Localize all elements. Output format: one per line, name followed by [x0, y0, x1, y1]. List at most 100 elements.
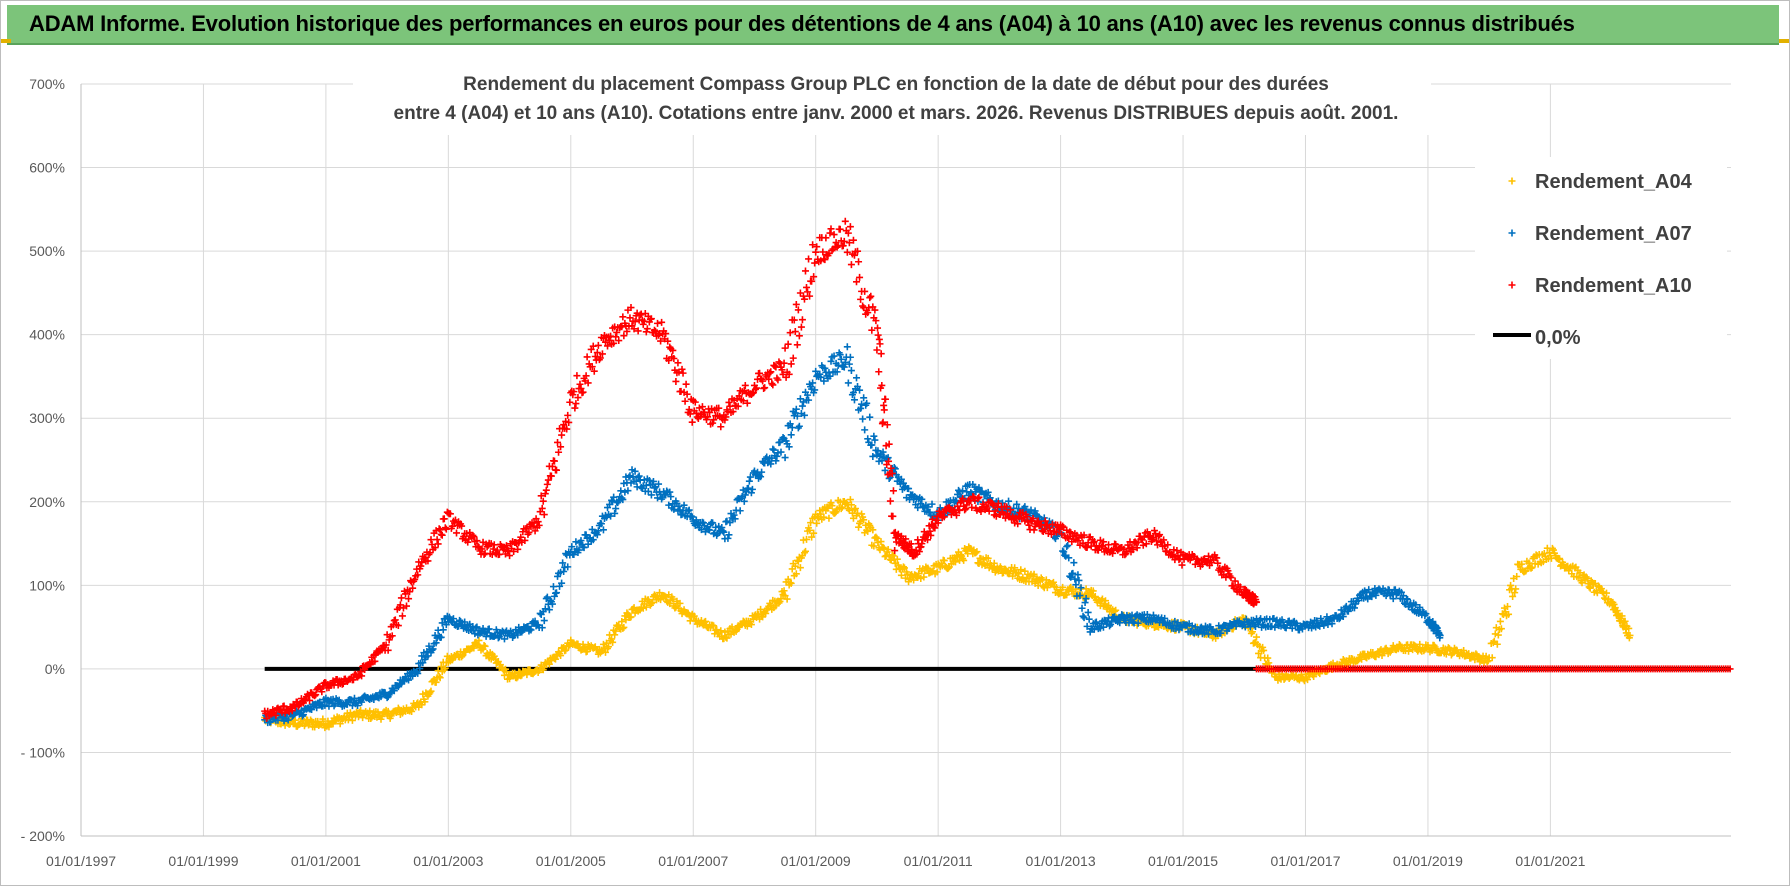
data-point	[577, 385, 585, 393]
data-point	[1512, 585, 1520, 593]
data-point	[723, 634, 731, 642]
data-point	[669, 346, 677, 354]
data-point	[881, 466, 889, 474]
data-point	[827, 357, 835, 365]
data-point	[1082, 585, 1090, 593]
legend-item-rendement_a04[interactable]: Rendement_A04	[1508, 171, 1693, 193]
legend[interactable]: Rendement_A04 Rendement_A07 Rendement_A10 0…	[1475, 157, 1727, 359]
banner-title: ADAM Informe. Evolution historique des p…	[29, 11, 1575, 36]
data-point	[861, 287, 869, 295]
data-point	[1142, 540, 1150, 548]
chart-title-line: Rendement du placement Compass Group PLC…	[463, 74, 1329, 95]
data-point	[565, 418, 573, 426]
data-point	[558, 579, 566, 587]
data-point	[809, 379, 817, 387]
data-point	[382, 641, 390, 649]
data-point	[434, 667, 442, 675]
legend-box	[1475, 157, 1727, 359]
data-point	[1191, 623, 1199, 631]
data-point	[349, 676, 357, 684]
data-point	[394, 622, 402, 630]
data-point	[680, 501, 688, 509]
data-point	[830, 352, 838, 360]
data-point	[521, 536, 529, 544]
legend-item-rendement_a07[interactable]: Rendement_A07	[1508, 223, 1692, 245]
data-point	[429, 645, 437, 653]
data-point	[674, 359, 682, 367]
data-point	[796, 564, 804, 572]
data-point	[274, 716, 282, 724]
data-point	[527, 626, 535, 634]
data-point	[1097, 543, 1105, 551]
data-point	[1049, 578, 1057, 586]
data-point	[957, 551, 965, 559]
data-point	[804, 288, 812, 296]
data-point	[873, 346, 881, 354]
data-point	[857, 295, 865, 303]
data-point	[697, 526, 705, 534]
legend-item-rendement_a10[interactable]: Rendement_A10	[1508, 275, 1692, 297]
data-point	[542, 486, 550, 494]
data-point	[924, 536, 932, 544]
data-point	[1395, 640, 1403, 648]
data-point	[1160, 536, 1168, 544]
data-point	[874, 331, 882, 339]
data-point	[409, 584, 417, 592]
data-point	[1372, 591, 1380, 599]
data-point	[800, 411, 808, 419]
data-point	[416, 665, 424, 673]
data-point	[722, 413, 730, 421]
data-point	[1064, 533, 1072, 541]
data-point	[1389, 595, 1397, 603]
data-point	[787, 579, 795, 587]
data-point	[870, 542, 878, 550]
y-tick-label: 600%	[29, 160, 65, 176]
data-point	[568, 543, 576, 551]
data-point	[812, 367, 820, 375]
data-point	[927, 531, 935, 539]
data-point	[1621, 617, 1629, 625]
data-point	[868, 441, 876, 449]
legend-marker	[1508, 177, 1516, 185]
data-point	[850, 396, 858, 404]
data-point	[1335, 615, 1343, 623]
data-point	[1080, 531, 1088, 539]
data-point	[559, 559, 567, 567]
data-point	[800, 295, 808, 303]
data-point	[688, 513, 696, 521]
data-point	[562, 646, 570, 654]
data-point	[765, 375, 773, 383]
data-point	[849, 389, 857, 397]
data-point	[991, 507, 999, 515]
data-point	[901, 574, 909, 582]
data-point	[440, 515, 448, 523]
data-point	[1494, 631, 1502, 639]
data-point	[408, 708, 416, 716]
data-point	[650, 484, 658, 492]
data-point	[819, 248, 827, 256]
data-point	[781, 454, 789, 462]
data-point	[1066, 528, 1074, 536]
legend-item-zero[interactable]: 0,0%	[1493, 327, 1581, 349]
data-point	[1422, 610, 1430, 618]
data-point	[1080, 614, 1088, 622]
data-point	[845, 360, 853, 368]
data-point	[470, 644, 478, 652]
data-point	[634, 327, 642, 335]
data-point	[850, 506, 858, 514]
data-point	[284, 716, 292, 724]
data-point	[485, 625, 493, 633]
x-tick-label: 01/01/2003	[413, 853, 483, 869]
x-tick-label: 01/01/2009	[781, 853, 851, 869]
data-point	[747, 621, 755, 629]
data-point	[601, 648, 609, 656]
data-point	[900, 564, 908, 572]
data-point	[928, 500, 936, 508]
data-point	[506, 552, 514, 560]
data-point	[1067, 573, 1075, 581]
data-point	[847, 501, 855, 509]
data-point	[1225, 624, 1233, 632]
data-point	[1076, 585, 1084, 593]
data-point	[739, 397, 747, 405]
data-point	[464, 538, 472, 546]
